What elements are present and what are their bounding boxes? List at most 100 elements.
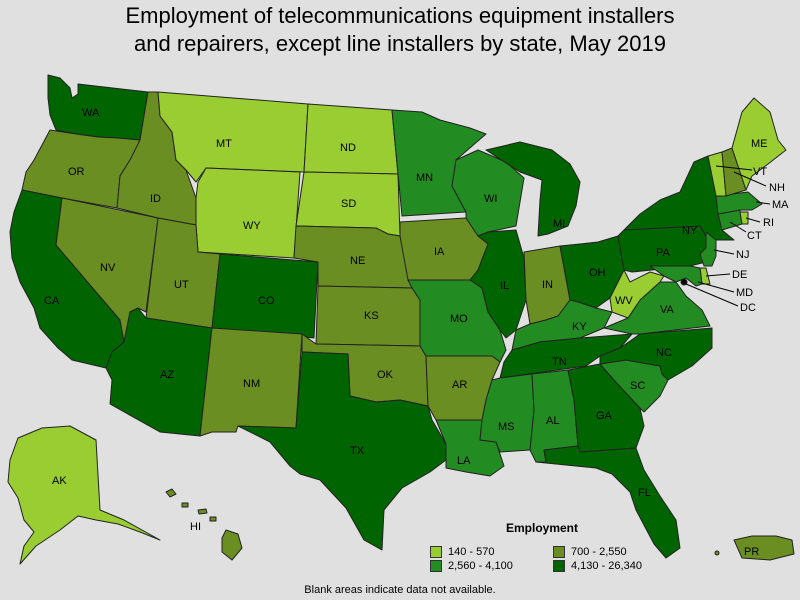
label-ok: OK	[377, 369, 394, 381]
label-va: VA	[660, 304, 675, 316]
label-vt: VT	[753, 166, 767, 178]
label-co: CO	[258, 295, 275, 307]
label-wa: WA	[82, 107, 100, 119]
label-nv: NV	[100, 262, 116, 274]
state-il[interactable]	[469, 229, 527, 339]
legend-item-3: 2,560 - 4,100	[430, 560, 513, 572]
legend-item-4: 4,130 - 26,340	[553, 560, 642, 572]
state-labels: WA OR CA NV ID MT WY UT AZ CO NM ND SD N…	[44, 107, 789, 558]
label-me: ME	[751, 138, 768, 150]
label-nh: NH	[769, 182, 785, 194]
pr-island-dot	[714, 550, 720, 556]
state-me[interactable]	[731, 97, 787, 191]
leader-ct	[729, 221, 747, 233]
label-mo: MO	[450, 313, 468, 325]
leader-nh	[733, 171, 767, 187]
label-ri: RI	[763, 217, 774, 229]
state-md[interactable]	[649, 265, 703, 287]
label-nc: NC	[656, 347, 672, 359]
label-pa: PA	[656, 247, 671, 259]
legend-label-4: 4,130 - 26,340	[571, 560, 642, 572]
state-ri[interactable]	[739, 211, 749, 225]
label-or: OR	[68, 166, 85, 178]
label-ks: KS	[364, 310, 379, 322]
label-wv: WV	[615, 295, 633, 307]
state-fl[interactable]	[535, 445, 681, 559]
label-ct: CT	[747, 230, 762, 242]
label-ny: NY	[682, 225, 698, 237]
state-nj[interactable]	[699, 231, 717, 267]
label-wy: WY	[243, 220, 261, 232]
label-mt: MT	[216, 138, 232, 150]
label-ia: IA	[434, 246, 445, 258]
label-fl: FL	[638, 487, 651, 499]
label-de: DE	[732, 269, 747, 281]
legend-label-1: 140 - 570	[448, 546, 495, 558]
state-ak[interactable]	[7, 425, 161, 565]
legend-item-1: 140 - 570	[430, 546, 494, 558]
state-dc[interactable]	[680, 278, 688, 286]
label-hi: HI	[190, 521, 201, 533]
legend-label-3: 2,560 - 4,100	[448, 560, 513, 572]
legend-swatch-3	[430, 560, 442, 572]
label-ky: KY	[572, 321, 587, 333]
state-nd[interactable]	[303, 103, 399, 175]
label-ga: GA	[596, 410, 613, 422]
legend-item-2: 700 - 2,550	[553, 546, 627, 558]
legend-swatch-4	[553, 560, 565, 572]
label-la: LA	[457, 455, 471, 467]
state-nc[interactable]	[599, 327, 713, 381]
label-md: MD	[736, 287, 753, 299]
state-pr[interactable]	[733, 535, 795, 561]
legend-label-2: 700 - 2,550	[571, 546, 627, 558]
state-wv[interactable]	[609, 269, 665, 319]
leader-ri	[745, 217, 761, 223]
footnote: Blank areas indicate data not available.	[304, 584, 496, 596]
label-nd: ND	[340, 142, 356, 154]
label-id: ID	[150, 193, 161, 205]
label-wi: WI	[484, 193, 497, 205]
label-ma: MA	[772, 199, 789, 211]
label-mn: MN	[416, 172, 433, 184]
state-ma[interactable]	[715, 191, 763, 215]
label-ar: AR	[452, 379, 467, 391]
label-sd: SD	[341, 198, 356, 210]
title-line-2: and repairers, except line installers by…	[134, 31, 666, 56]
legend-swatch-2	[553, 546, 565, 558]
label-ut: UT	[174, 279, 189, 291]
label-ca: CA	[44, 295, 60, 307]
label-ak: AK	[52, 475, 67, 487]
label-al: AL	[546, 415, 559, 427]
legend-swatch-1	[430, 546, 442, 558]
map-title: Employment of telecommunications equipme…	[0, 2, 800, 58]
label-il: IL	[500, 280, 509, 292]
leader-vt	[715, 165, 753, 171]
legend-title: Employment	[506, 521, 579, 535]
label-nm: NM	[243, 378, 260, 390]
state-co[interactable]	[211, 253, 319, 339]
leader-de	[705, 273, 731, 277]
label-dc: DC	[740, 302, 756, 314]
label-oh: OH	[589, 267, 606, 279]
leader-dc	[685, 283, 739, 307]
label-ms: MS	[498, 421, 515, 433]
label-sc: SC	[630, 380, 645, 392]
label-tn: TN	[552, 356, 567, 368]
label-az: AZ	[160, 369, 174, 381]
label-ne: NE	[350, 255, 365, 267]
state-wy[interactable]	[195, 167, 301, 259]
label-in: IN	[542, 279, 553, 291]
label-tx: TX	[350, 445, 365, 457]
leader-nj	[713, 249, 735, 255]
title-line-1: Employment of telecommunications equipme…	[125, 3, 675, 28]
state-hi[interactable]	[165, 488, 243, 561]
label-nj: NJ	[736, 249, 749, 261]
state-nm[interactable]	[199, 327, 303, 437]
label-mi: MI	[553, 218, 565, 230]
leader-md	[697, 281, 735, 293]
state-mi[interactable]	[485, 141, 581, 237]
leader-ma	[755, 201, 771, 205]
label-pr: PR	[744, 546, 759, 558]
state-tx[interactable]	[237, 351, 447, 551]
